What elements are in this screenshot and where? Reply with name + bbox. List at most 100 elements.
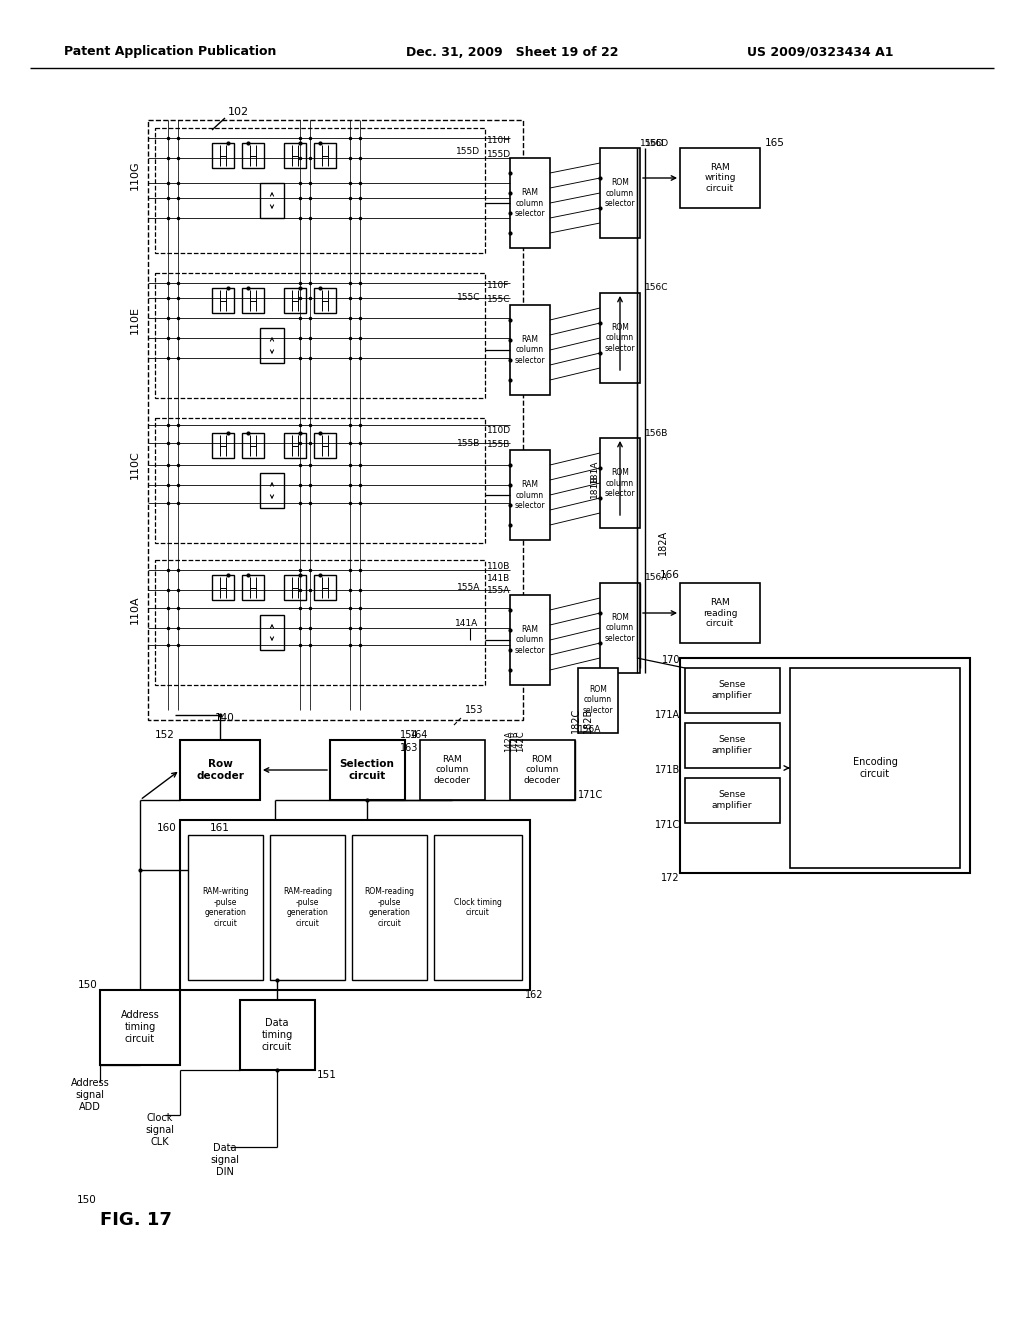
Text: 164: 164 (410, 730, 428, 741)
Text: FIG. 17: FIG. 17 (100, 1210, 172, 1229)
Bar (284, 576, 306, 601)
Text: 170: 170 (662, 655, 680, 665)
Text: 171A: 171A (655, 710, 680, 719)
Bar (242, 433, 264, 458)
Text: 152: 152 (155, 730, 175, 741)
Text: 154: 154 (399, 730, 418, 741)
Bar (578, 668, 618, 733)
Bar (260, 473, 284, 508)
Bar (284, 433, 306, 458)
Bar (434, 836, 522, 979)
Text: 155C: 155C (487, 294, 511, 304)
Bar (284, 143, 306, 168)
Text: RAM
reading
circuit: RAM reading circuit (702, 598, 737, 628)
Bar (510, 305, 550, 395)
Bar (685, 723, 780, 768)
Text: 110D: 110D (487, 426, 511, 436)
Text: RAM
column
decoder: RAM column decoder (433, 755, 470, 785)
Text: 156B: 156B (645, 429, 669, 437)
Text: 155B: 155B (457, 438, 480, 447)
Bar (790, 668, 961, 869)
Text: 171C: 171C (654, 820, 680, 830)
Text: RAM
column
selector: RAM column selector (515, 187, 546, 218)
Text: 182C: 182C (571, 708, 581, 733)
Bar (212, 288, 234, 313)
Text: ROM
column
decoder: ROM column decoder (523, 755, 560, 785)
Bar (242, 143, 264, 168)
Text: Dec. 31, 2009   Sheet 19 of 22: Dec. 31, 2009 Sheet 19 of 22 (406, 45, 618, 58)
Text: 155D: 155D (487, 150, 511, 158)
Text: 156D: 156D (645, 139, 669, 148)
Bar (680, 657, 970, 873)
Bar (510, 595, 550, 685)
Text: ROM
column
selector: ROM column selector (605, 178, 635, 209)
Text: 182B: 182B (583, 708, 593, 733)
Text: Sense
amplifier: Sense amplifier (712, 791, 753, 809)
Bar (148, 120, 523, 719)
Text: 153: 153 (465, 705, 483, 715)
Text: Selection
circuit: Selection circuit (340, 759, 394, 781)
Bar (212, 433, 234, 458)
Text: 181B: 181B (590, 475, 598, 499)
Bar (600, 438, 640, 528)
Text: 110G: 110G (130, 160, 140, 190)
Text: RAM
column
selector: RAM column selector (515, 335, 546, 364)
Bar (260, 183, 284, 218)
Text: US 2009/0323434 A1: US 2009/0323434 A1 (746, 45, 893, 58)
Text: 155A: 155A (487, 586, 510, 595)
Bar (188, 836, 263, 979)
Text: Clock
signal
CLK: Clock signal CLK (145, 1113, 174, 1147)
Text: 156A: 156A (578, 726, 601, 734)
Bar (260, 327, 284, 363)
Bar (680, 583, 760, 643)
Text: Address
signal
ADD: Address signal ADD (71, 1078, 110, 1111)
Text: Sense
amplifier: Sense amplifier (712, 735, 753, 755)
Text: RAM-reading
-pulse
generation
circuit: RAM-reading -pulse generation circuit (283, 887, 332, 928)
Text: 150: 150 (77, 1195, 97, 1205)
Text: 110F: 110F (487, 281, 509, 290)
Bar (600, 583, 640, 673)
Bar (260, 615, 284, 649)
Bar (314, 288, 336, 313)
Bar (155, 418, 485, 543)
Text: 155D: 155D (456, 148, 480, 157)
Text: 151: 151 (317, 1071, 337, 1080)
Bar (680, 148, 760, 209)
Bar (212, 576, 234, 601)
Bar (352, 836, 427, 979)
Bar (155, 273, 485, 399)
Bar (314, 143, 336, 168)
Text: ROM
column
selector: ROM column selector (605, 469, 635, 498)
Bar (510, 741, 575, 800)
Bar (212, 143, 234, 168)
Bar (685, 668, 780, 713)
Text: 155B: 155B (487, 440, 510, 449)
Text: RAM
writing
circuit: RAM writing circuit (705, 164, 736, 193)
Text: ROM-reading
-pulse
generation
circuit: ROM-reading -pulse generation circuit (365, 887, 415, 928)
Text: 160: 160 (158, 822, 177, 833)
Text: 141A: 141A (455, 619, 478, 628)
Text: ROM
column
selector: ROM column selector (605, 323, 635, 352)
Text: 141B: 141B (487, 574, 510, 583)
Text: 161: 161 (210, 822, 229, 833)
Bar (242, 576, 264, 601)
Text: Sense
amplifier: Sense amplifier (712, 680, 753, 700)
Bar (100, 990, 180, 1065)
Text: Data
timing
circuit: Data timing circuit (261, 1019, 293, 1052)
Text: 162: 162 (525, 990, 544, 1001)
Bar (685, 777, 780, 822)
Text: Encoding
circuit: Encoding circuit (853, 758, 897, 779)
Text: RAM
column
selector: RAM column selector (515, 480, 546, 510)
Text: 150: 150 (78, 979, 98, 990)
Text: 172: 172 (662, 873, 680, 883)
Text: Address
timing
circuit: Address timing circuit (121, 1010, 160, 1044)
Text: 156A: 156A (645, 573, 669, 582)
Bar (180, 820, 530, 990)
Bar (314, 433, 336, 458)
Text: 142A: 142A (505, 730, 513, 751)
Text: RAM
column
selector: RAM column selector (515, 626, 546, 655)
Bar (284, 288, 306, 313)
Text: Row
decoder: Row decoder (196, 759, 244, 781)
Text: 182A: 182A (658, 529, 668, 554)
Text: Patent Application Publication: Patent Application Publication (63, 45, 276, 58)
